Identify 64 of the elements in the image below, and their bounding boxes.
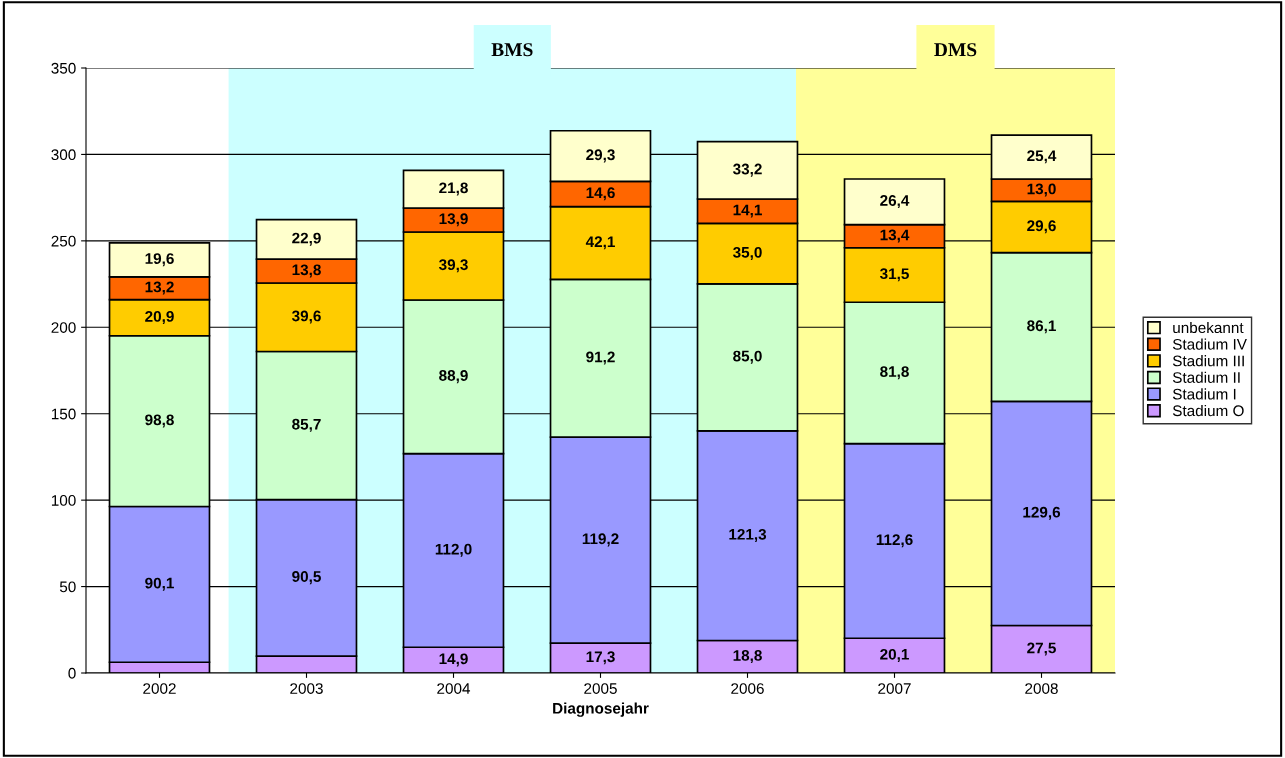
data-label: 18,8 <box>733 650 762 664</box>
data-label: 13,2 <box>145 281 174 295</box>
data-label: 13,4 <box>880 229 910 243</box>
y-tick-label: 350 <box>51 62 76 74</box>
y-tick-label: 300 <box>51 149 76 161</box>
y-tick-label: 50 <box>59 581 76 593</box>
data-label: 85,0 <box>733 350 762 364</box>
y-tick-label: 100 <box>51 495 76 506</box>
data-label: 86,1 <box>1027 320 1056 334</box>
data-label: 29,3 <box>586 149 615 163</box>
data-label: 35,0 <box>732 246 762 260</box>
data-label: 112,0 <box>435 543 472 557</box>
data-label: 20,9 <box>145 310 174 325</box>
data-label: 39,6 <box>291 310 321 324</box>
data-label: 27,5 <box>1027 642 1056 656</box>
legend-label: unbekannt <box>1173 321 1244 334</box>
data-label: 112,6 <box>876 534 913 548</box>
legend-label: Stadium II <box>1172 371 1240 383</box>
data-label: 42,1 <box>585 236 615 250</box>
x-tick-label: 2003 <box>290 683 323 694</box>
legend-label: Stadium III <box>1172 355 1244 367</box>
data-label: 81,8 <box>880 366 909 380</box>
data-label: 19,6 <box>145 253 174 267</box>
x-tick-label: 2006 <box>731 683 764 694</box>
y-tick-label: 0 <box>68 667 76 679</box>
y-tick-label: 150 <box>51 408 76 420</box>
x-tick-label: 2005 <box>584 683 617 694</box>
y-tick-label: 200 <box>51 322 76 333</box>
data-label: 17,3 <box>586 651 615 665</box>
data-label: 31,5 <box>879 268 909 282</box>
data-label: 14,1 <box>733 204 762 218</box>
data-label: 119,2 <box>582 533 619 547</box>
data-label: 90,1 <box>145 577 174 591</box>
data-label: 26,4 <box>880 195 910 209</box>
data-label: 85,7 <box>292 418 321 432</box>
data-label: 14,6 <box>586 187 615 201</box>
x-axis-title: Diagnosejahr <box>553 702 649 717</box>
x-tick-label: 2004 <box>437 683 471 694</box>
band-label: BMS <box>491 43 533 57</box>
data-label: 13,0 <box>1027 183 1056 197</box>
legend-label: Stadium IV <box>1172 338 1247 350</box>
data-label: 14,9 <box>439 653 468 667</box>
data-label: 91,2 <box>586 351 615 365</box>
data-label: 98,8 <box>145 414 174 428</box>
data-label: 13,9 <box>439 213 468 227</box>
data-label: 29,6 <box>1027 220 1056 234</box>
y-tick-label: 250 <box>51 235 76 247</box>
data-label: 20,1 <box>880 648 909 662</box>
band-label: DMS <box>934 43 977 57</box>
data-label: 33,2 <box>732 163 762 177</box>
legend-label: Stadium O <box>1172 404 1244 417</box>
x-tick-label: 2007 <box>878 683 911 694</box>
x-tick-label: 2008 <box>1025 683 1058 694</box>
data-label: 39,3 <box>438 259 468 273</box>
data-label: 22,9 <box>292 232 321 246</box>
x-tick-label: 2002 <box>143 683 176 694</box>
data-label: 121,3 <box>729 528 767 542</box>
data-label: 13,8 <box>292 264 321 278</box>
legend-label: Stadium I <box>1172 388 1236 400</box>
data-label: 21,8 <box>439 182 468 196</box>
data-label: 88,9 <box>439 370 468 384</box>
data-label: 25,4 <box>1027 150 1057 164</box>
data-label: 129,6 <box>1023 506 1061 520</box>
data-label: 90,5 <box>292 571 321 585</box>
